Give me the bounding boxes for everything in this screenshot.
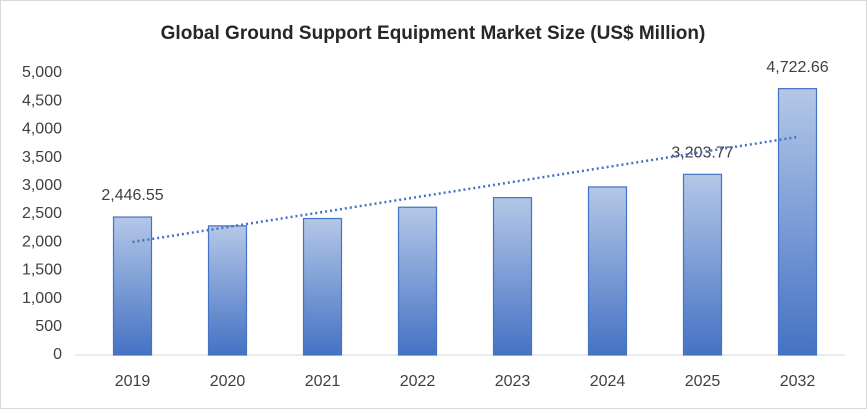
bar	[112, 216, 153, 356]
value-label: 2,446.55	[101, 187, 163, 204]
bar	[207, 225, 248, 356]
y-tick-label: 4,000	[22, 121, 62, 138]
y-tick-label: 2,500	[22, 205, 62, 222]
chart-title: Global Ground Support Equipment Market S…	[161, 23, 706, 44]
bar	[397, 206, 438, 356]
y-tick-label: 5,000	[22, 64, 62, 81]
y-tick-label: 2,000	[22, 233, 62, 250]
y-tick-label: 3,500	[22, 149, 62, 166]
y-tick-label: 0	[53, 346, 62, 363]
trendline	[132, 135, 798, 244]
y-tick-label: 4,500	[22, 92, 62, 109]
x-tick-label: 2023	[495, 373, 531, 390]
y-tick-label: 500	[35, 318, 62, 335]
x-tick-label: 2032	[780, 373, 816, 390]
value-label: 4,722.66	[766, 59, 828, 76]
bar	[492, 197, 533, 356]
bar	[302, 217, 343, 356]
x-tick-label: 2021	[305, 373, 341, 390]
bar	[587, 186, 628, 356]
y-tick-label: 3,000	[22, 177, 62, 194]
y-tick-label: 1,500	[22, 262, 62, 279]
x-tick-label: 2019	[115, 373, 151, 390]
bar	[777, 88, 818, 356]
x-tick-label: 2022	[400, 373, 436, 390]
x-tick-label: 2020	[210, 373, 246, 390]
bar	[682, 173, 723, 356]
x-tick-label: 2024	[590, 373, 626, 390]
y-tick-label: 1,000	[22, 290, 62, 307]
x-tick-label: 2025	[685, 373, 721, 390]
